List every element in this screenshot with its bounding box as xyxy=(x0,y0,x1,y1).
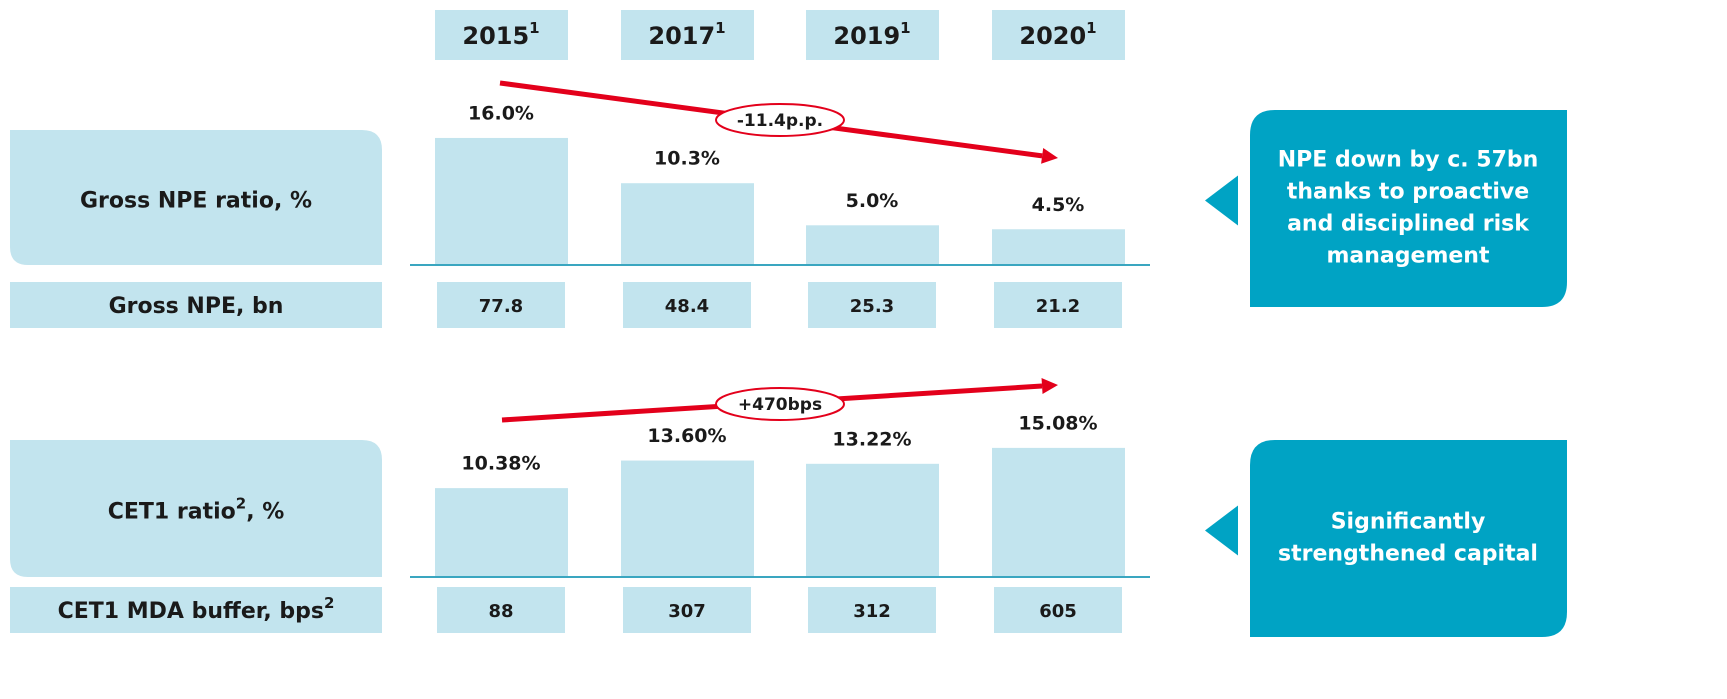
secondary-box xyxy=(623,587,751,633)
secondary-box xyxy=(994,587,1122,633)
row-label-note: 2 xyxy=(236,494,246,512)
year-header-box xyxy=(435,10,568,60)
value-label: 16.0% xyxy=(468,102,534,124)
year-header: 20151 xyxy=(462,19,539,51)
year-header-part: 2015 xyxy=(462,22,529,50)
secondary-box xyxy=(808,587,936,633)
secondary-value: 605 xyxy=(1039,601,1077,622)
year-header-note: 1 xyxy=(1086,19,1096,37)
year-header-part: 2017 xyxy=(648,22,715,50)
callout-text: Significantly xyxy=(1331,510,1486,535)
year-header: 20171 xyxy=(648,19,725,51)
secondary-box xyxy=(437,282,565,328)
year-header-box xyxy=(992,10,1125,60)
secondary-box xyxy=(623,282,751,328)
value-label: 5.0% xyxy=(846,190,899,212)
secondary-value: 88 xyxy=(488,601,513,622)
year-header: 20191 xyxy=(833,19,910,51)
year-header-note: 1 xyxy=(900,19,910,37)
value-label: 10.38% xyxy=(461,453,540,475)
secondary-value: 48.4 xyxy=(665,296,709,317)
year-header-note: 1 xyxy=(529,19,539,37)
secondary-box xyxy=(437,587,565,633)
secondary-label: CET1 MDA buffer, bps2 xyxy=(58,594,335,625)
annotation-ellipse xyxy=(715,103,845,137)
callout-box xyxy=(1250,110,1567,307)
value-label: 15.08% xyxy=(1018,412,1097,434)
trend-arrow-head xyxy=(1041,147,1058,164)
row-label-part: CET1 ratio xyxy=(108,500,236,525)
secondary-label-part: Gross NPE, bn xyxy=(109,294,284,319)
secondary-label: Gross NPE, bn xyxy=(109,294,284,319)
bar xyxy=(992,229,1125,265)
secondary-label-box xyxy=(10,282,382,328)
value-label: 13.22% xyxy=(832,428,911,450)
callout-text: thanks to proactive xyxy=(1287,180,1529,205)
row-label-part: , % xyxy=(246,500,284,525)
annotation-ellipse xyxy=(715,387,845,421)
year-header-box xyxy=(806,10,939,60)
secondary-box xyxy=(994,282,1122,328)
secondary-label-part: CET1 MDA buffer, bps xyxy=(58,599,324,624)
bar xyxy=(992,447,1125,577)
callout-pointer xyxy=(1205,505,1238,556)
callout-box xyxy=(1250,440,1567,637)
value-label: 13.60% xyxy=(647,425,726,447)
secondary-label-box xyxy=(10,587,382,633)
secondary-value: 312 xyxy=(853,601,891,622)
secondary-box xyxy=(808,282,936,328)
value-label: 10.3% xyxy=(654,148,720,170)
year-header-box xyxy=(621,10,754,60)
row-label-box xyxy=(10,440,382,577)
callout-text: strengthened capital xyxy=(1278,542,1538,567)
value-label: 4.5% xyxy=(1032,194,1085,216)
bar xyxy=(806,463,939,577)
year-header-note: 1 xyxy=(715,19,725,37)
year-header: 20201 xyxy=(1019,19,1096,51)
row-label: CET1 ratio2, % xyxy=(108,494,285,525)
bar xyxy=(435,137,568,265)
trend-arrow-head xyxy=(1041,378,1058,394)
row-label-part: Gross NPE ratio, % xyxy=(80,189,312,214)
secondary-value: 25.3 xyxy=(850,296,894,317)
year-header-part: 2020 xyxy=(1019,22,1086,50)
callout-text: management xyxy=(1327,244,1490,269)
row-label-box xyxy=(10,130,382,265)
bar xyxy=(621,183,754,265)
secondary-value: 21.2 xyxy=(1036,296,1080,317)
bar xyxy=(621,460,754,577)
bar xyxy=(806,225,939,265)
secondary-value: 77.8 xyxy=(479,296,523,317)
callout-pointer xyxy=(1205,175,1238,226)
callout-text: and disciplined risk xyxy=(1287,212,1530,237)
row-label: Gross NPE ratio, % xyxy=(80,189,312,214)
annotation: +470bps xyxy=(738,395,822,415)
secondary-value: 307 xyxy=(668,601,706,622)
year-header-part: 2019 xyxy=(833,22,900,50)
bar xyxy=(435,488,568,577)
annotation: -11.4p.p. xyxy=(737,111,823,131)
secondary-label-note: 2 xyxy=(324,594,334,612)
callout-text: NPE down by c. 57bn xyxy=(1278,148,1539,173)
